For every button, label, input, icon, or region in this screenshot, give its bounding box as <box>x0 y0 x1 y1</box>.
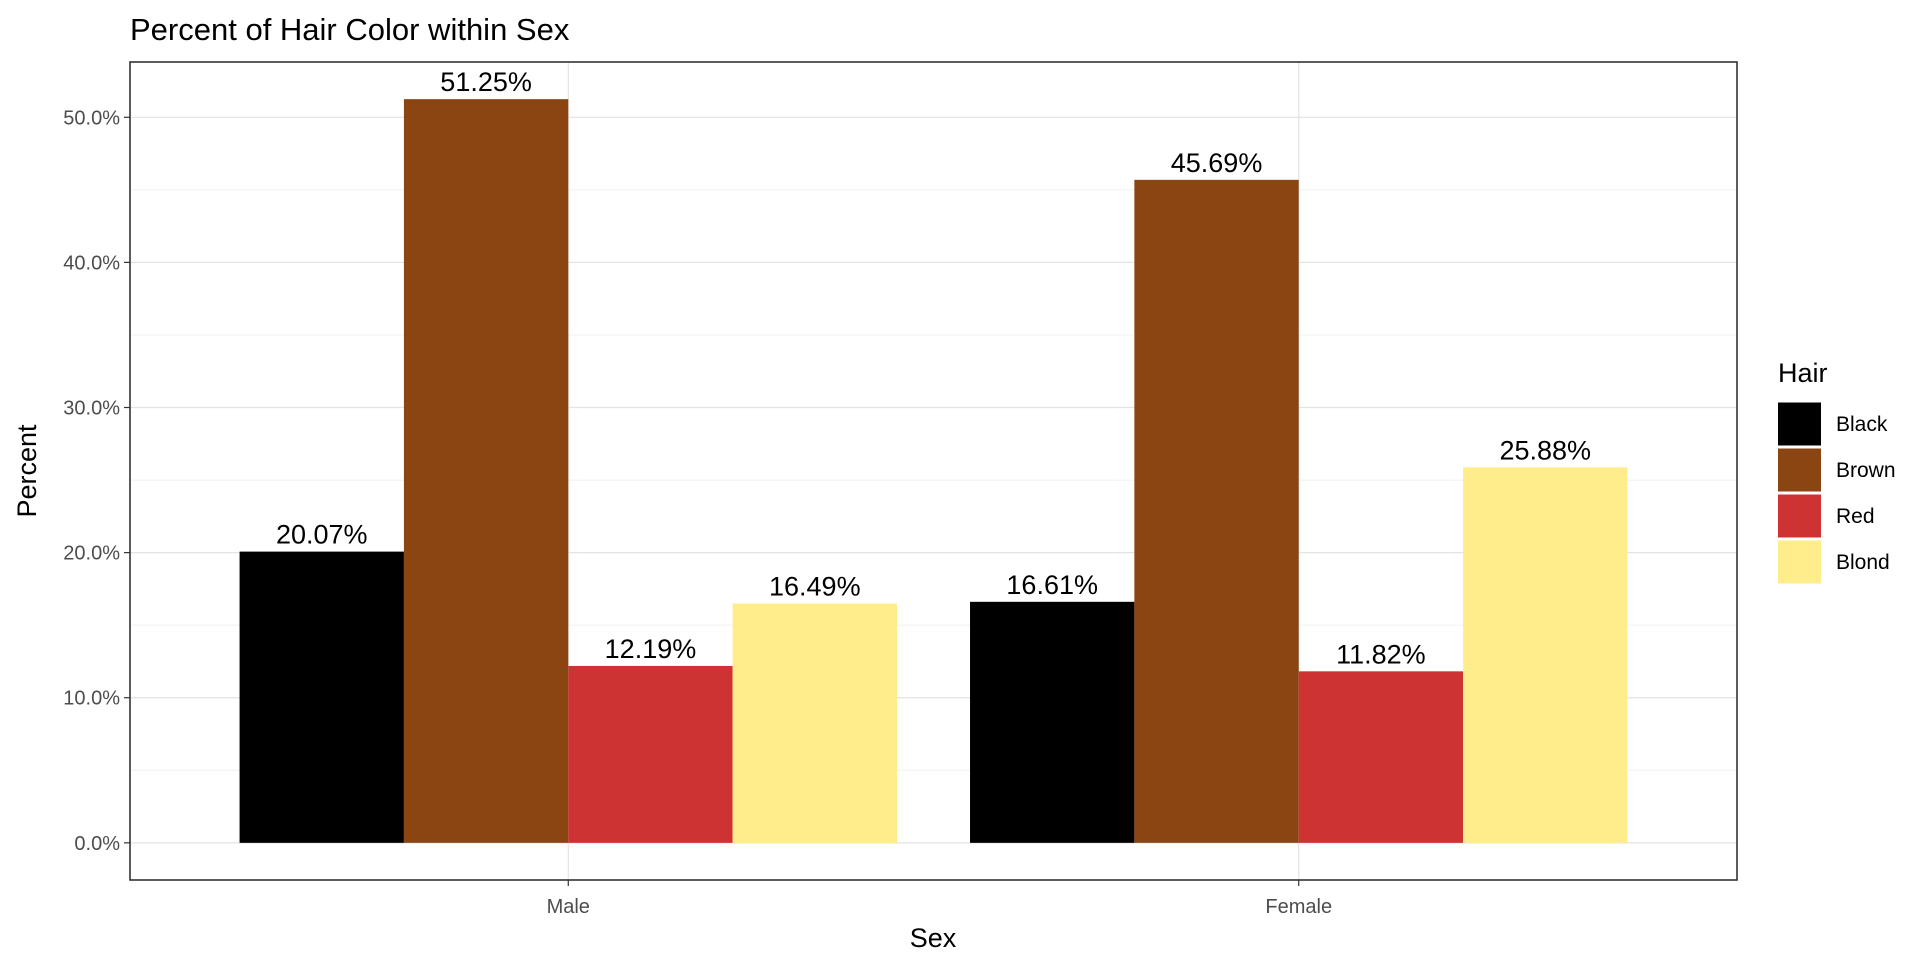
data-label: 16.49% <box>769 572 861 602</box>
data-label: 25.88% <box>1499 435 1591 465</box>
data-label: 20.07% <box>276 520 368 550</box>
legend-label: Blond <box>1836 551 1890 574</box>
y-tick-label: 0.0% <box>74 833 120 855</box>
bar-brown-male <box>403 99 569 843</box>
data-label: 12.19% <box>605 634 697 664</box>
data-label: 16.61% <box>1006 570 1098 600</box>
x-tick-label: Male <box>547 896 590 918</box>
bar-red-female <box>1298 671 1464 843</box>
y-axis-title: Percent <box>12 424 42 518</box>
legend-key-blond <box>1778 540 1821 584</box>
bar-red-male <box>568 665 733 843</box>
legend-key-red <box>1778 494 1821 538</box>
legend: Hair Black Brown Red Blond <box>1778 358 1896 584</box>
bar-blond-male <box>732 603 897 843</box>
data-label: 11.82% <box>1336 639 1426 669</box>
plot-panel: 20.07% 16.61% 51.25% 45.69% 12.19% 11.82% 16.4… <box>129 61 1738 881</box>
x-axis: Male Female <box>547 880 1332 918</box>
panel-border <box>129 61 1738 881</box>
y-tick-label: 40.0% <box>63 252 120 274</box>
y-tick-label: 10.0% <box>63 688 120 710</box>
legend-title: Hair <box>1778 358 1828 388</box>
legend-label: Black <box>1836 413 1888 436</box>
y-axis: 0.0% 10.0% 20.0% 30.0% 40.0% 50.0% <box>63 107 130 855</box>
data-label: 51.25% <box>440 67 532 97</box>
bar-blond-female <box>1463 467 1628 843</box>
legend-key-black <box>1778 402 1821 446</box>
x-tick-label: Female <box>1265 896 1332 918</box>
bar-black-female <box>970 601 1135 843</box>
legend-label: Brown <box>1836 459 1896 482</box>
legend-label: Red <box>1836 505 1875 528</box>
y-tick-label: 50.0% <box>63 107 120 129</box>
chart-title: Percent of Hair Color within Sex <box>130 12 570 47</box>
bar-brown-female <box>1134 179 1299 843</box>
y-tick-label: 30.0% <box>63 398 120 420</box>
data-label: 45.69% <box>1171 148 1263 178</box>
legend-key-brown <box>1778 448 1821 492</box>
x-axis-title: Sex <box>910 923 957 953</box>
y-tick-label: 20.0% <box>63 543 120 565</box>
bar-black-male <box>239 551 404 843</box>
